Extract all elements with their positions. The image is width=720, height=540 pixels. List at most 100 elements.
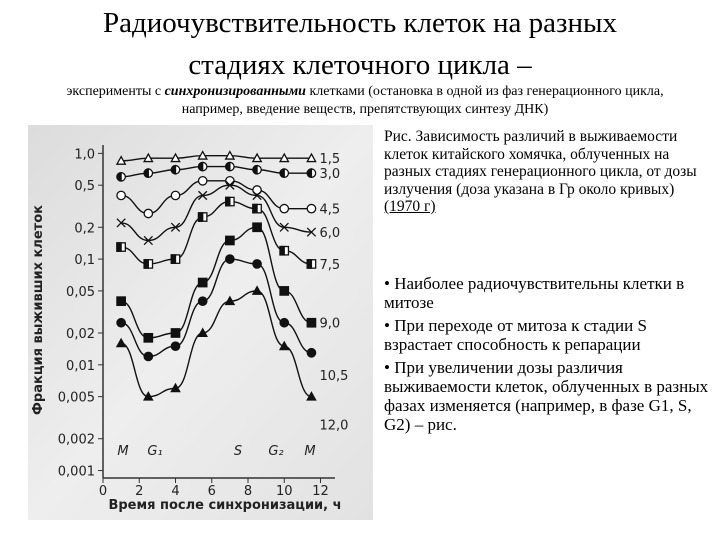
bullet: • При переходе от митоза к стадии S взра… [384, 316, 647, 354]
data-point-part [279, 245, 285, 256]
data-point [170, 152, 181, 163]
data-point [225, 180, 235, 190]
data-point [116, 317, 126, 328]
dose-label: 3,0 [319, 167, 340, 182]
caption-year: (1970 г) [384, 198, 436, 215]
dose-label: 1,5 [319, 152, 340, 167]
data-point [279, 168, 290, 179]
dose-label: 12,0 [319, 419, 348, 434]
y-tick-label: 0,02 [66, 327, 95, 342]
figure: Фракция выживших клеток Время после синх… [28, 125, 373, 520]
data-point [279, 222, 289, 232]
data-point-part [225, 196, 231, 207]
data-point [116, 218, 126, 228]
data-point [279, 245, 290, 256]
x-tick-label: 10 [276, 484, 293, 499]
data-point [170, 382, 181, 393]
phase-label: G₁ [147, 444, 162, 459]
data-point-part [197, 212, 204, 222]
data-point [116, 296, 126, 307]
data-point [197, 212, 208, 222]
data-point [306, 227, 317, 237]
data-point [143, 208, 154, 219]
data-point [279, 286, 290, 296]
data-point [170, 190, 181, 201]
subtitle: эксперименты с синхронизированными клетк… [60, 83, 670, 119]
data-point [170, 164, 181, 175]
data-point [143, 332, 154, 343]
data-point [251, 152, 263, 163]
dose-label: 7,5 [319, 258, 340, 273]
data-point [116, 190, 126, 201]
data-point-part [143, 259, 149, 269]
bullet: • При увеличении дозы различия выживаемо… [384, 358, 709, 434]
data-point-part [143, 168, 149, 179]
data-point [115, 155, 127, 165]
data-point [197, 175, 208, 186]
dose-label: 4,5 [319, 203, 340, 218]
x-axis-label: Время после синхронизации, ч [108, 498, 341, 513]
data-point [170, 254, 181, 264]
data-point [225, 175, 235, 186]
data-point [252, 222, 262, 233]
phase-label: G₂ [268, 444, 283, 459]
data-point [306, 391, 317, 401]
y-axis-label: Фракция выживших клеток [31, 205, 46, 415]
data-point [197, 161, 208, 172]
data-point [197, 296, 208, 307]
phase-labels: M G₁ S G₂ M [117, 444, 315, 459]
data-point [143, 391, 154, 401]
data-point [143, 235, 153, 246]
x-tick-label: 6 [208, 484, 216, 499]
data-point [115, 337, 127, 348]
dose-label: 9,0 [319, 317, 340, 332]
y-tick-label: 0,5 [74, 179, 95, 194]
phase-label: M [304, 444, 315, 459]
data-point-part [170, 254, 177, 264]
data-point-part [252, 203, 258, 214]
data-point [143, 168, 154, 179]
y-tick-label: 0,005 [58, 391, 95, 406]
subtitle-emphasis: синхронизированными [164, 84, 306, 99]
x-tick-label: 2 [135, 484, 143, 499]
caption: Рис. Зависимость различий в выживаемости… [384, 128, 704, 216]
y-tick-label: 0,002 [58, 433, 95, 448]
data-point [279, 317, 290, 328]
phase-label: M [117, 444, 128, 459]
data-point [224, 295, 236, 306]
bullet-list: • Наиболее радиочувствительны клетки в м… [384, 274, 709, 438]
dose-label: 10,5 [319, 369, 348, 384]
x-tick-label: 0 [99, 484, 107, 499]
data-point [198, 190, 208, 201]
data-point-part [170, 164, 177, 175]
data-point [170, 328, 181, 338]
data-point [197, 277, 208, 288]
data-point [252, 190, 262, 201]
data-point [306, 347, 317, 358]
data-point [225, 235, 235, 246]
survival-curve [120, 258, 312, 358]
title-line: стадиях клеточного цикла – [188, 49, 532, 81]
data-point [306, 203, 317, 214]
data-point [143, 351, 154, 362]
data-point [197, 150, 208, 160]
y-tick-label: 0,2 [74, 221, 95, 236]
data-point [278, 152, 290, 163]
title: Радиочувствительность клеток на разных с… [0, 2, 720, 86]
data-point [197, 327, 208, 338]
y-tick-label: 1,0 [74, 147, 95, 162]
y-tick-label: 0,001 [58, 465, 95, 480]
data-point [143, 259, 154, 269]
y-tick-label: 0,01 [66, 359, 95, 374]
subtitle-text: клетками (остановка в одной из фаз генер… [181, 84, 664, 117]
data-point [306, 259, 317, 269]
data-point [252, 203, 262, 214]
y-tick-label: 0,05 [66, 285, 95, 300]
data-point-part [225, 161, 231, 172]
data-point-part [252, 164, 258, 175]
data-point [143, 152, 154, 163]
caption-text: Рис. Зависимость различий в выживаемости… [384, 128, 697, 198]
data-point [116, 242, 126, 252]
data-point-part [306, 168, 313, 179]
